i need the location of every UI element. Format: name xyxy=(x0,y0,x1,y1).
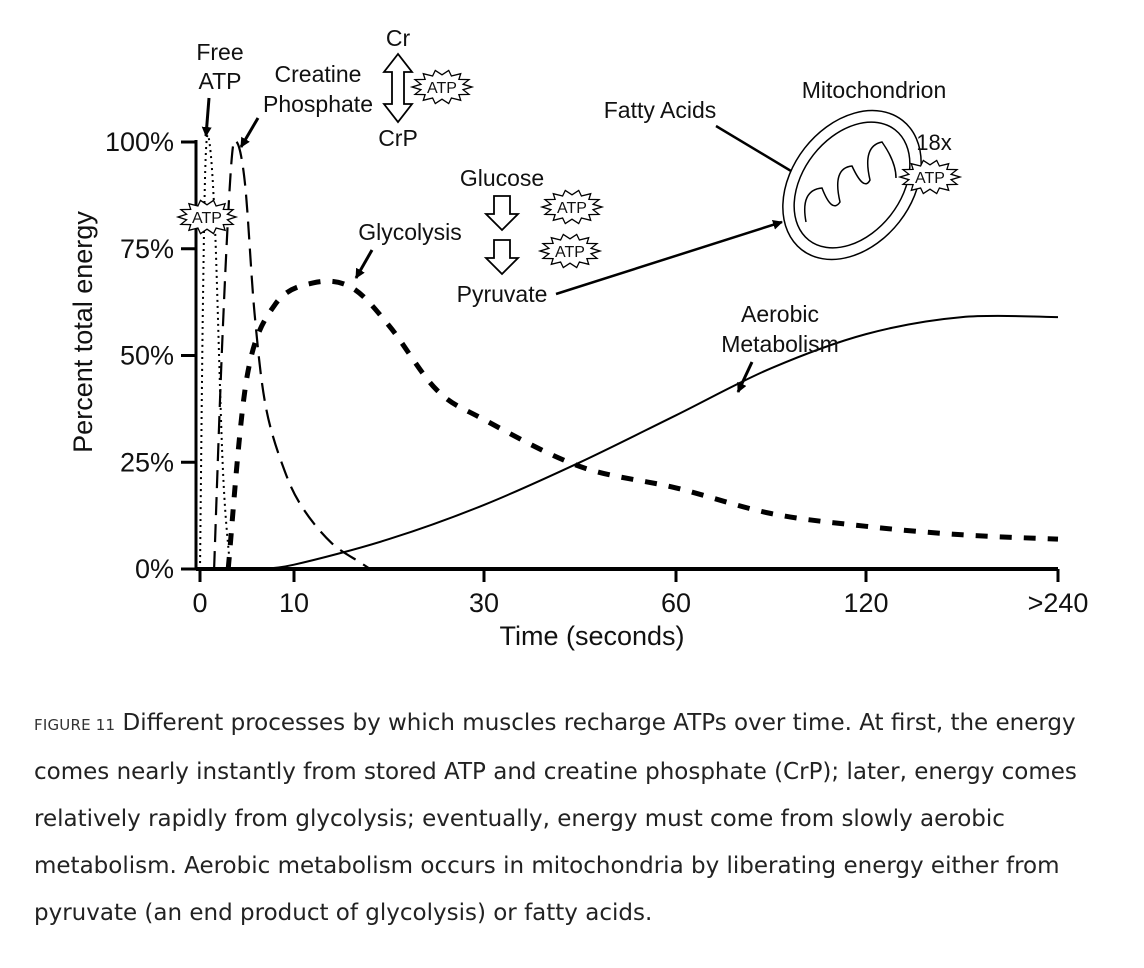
caption-text: Different processes by which muscles rec… xyxy=(34,710,1077,926)
label-aerobic-metabolism: Aerobic Metabolism xyxy=(721,301,839,357)
atp-badge-label: ATP xyxy=(427,80,457,97)
label-glycolysis: Glycolysis xyxy=(358,219,462,245)
arrow-glycolysis xyxy=(354,249,374,279)
x-tick-label: 60 xyxy=(661,588,691,618)
figure-label: FIGURE 11 xyxy=(34,716,116,734)
atp-badge: ATP xyxy=(537,233,603,269)
y-axis-label: Percent total energy xyxy=(68,211,98,453)
atp-badge-label: ATP xyxy=(915,170,945,187)
atp-badge: ATP xyxy=(539,189,605,225)
down-arrow-pyruvate xyxy=(483,239,521,276)
starburst-icon xyxy=(539,189,605,225)
label-free-atp: Free ATP xyxy=(196,39,243,94)
energy-systems-chart: 0% 25% 50% 75% 100% 0 10 30 60 120 >240 Percent t… xyxy=(68,25,1089,651)
series-aerobic-metabolism-line xyxy=(256,314,1059,570)
y-tick-label: 25% xyxy=(120,447,174,477)
label-fatty-acids: Fatty Acids xyxy=(604,97,716,123)
arrow-aerobic-metabolism xyxy=(736,361,754,393)
y-tick-label: 50% xyxy=(120,341,174,371)
y-tick-label: 100% xyxy=(105,127,174,157)
down-arrow-glucose xyxy=(483,195,521,232)
atp-badge: ATP xyxy=(175,199,239,235)
atp-badge-label: ATP xyxy=(192,210,222,227)
series-glycolysis-line xyxy=(225,278,1059,570)
starburst-icon xyxy=(409,69,475,105)
figure-caption: FIGURE 11 Different processes by which m… xyxy=(34,700,1114,937)
x-tick-label: 120 xyxy=(843,588,888,618)
label-glucose: Glucose xyxy=(460,165,544,191)
mitochondrion-icon xyxy=(782,109,922,261)
x-tick-label: 30 xyxy=(469,588,499,618)
atp-badge: ATP xyxy=(897,159,963,195)
arrow-pyruvate-to-mitochondrion xyxy=(555,219,783,296)
starburst-icon xyxy=(897,159,963,195)
starburst-icon xyxy=(537,233,603,269)
series-creatine-phosphate-line xyxy=(213,139,371,570)
y-tick-label: 75% xyxy=(120,234,174,264)
double-arrow-cr-crp xyxy=(382,52,414,124)
atp-badge-label: ATP xyxy=(557,200,587,217)
atp-badge-label: ATP xyxy=(555,244,585,261)
label-pyruvate: Pyruvate xyxy=(457,281,548,307)
arrow-creatine-phosphate xyxy=(239,117,260,148)
label-creatine-phosphate: Creatine Phosphate xyxy=(263,61,373,117)
x-tick-label: >240 xyxy=(1028,588,1089,618)
label-18x: 18x xyxy=(916,130,951,155)
label-cr: Cr xyxy=(386,25,411,51)
label-mitochondrion: Mitochondrion xyxy=(802,77,946,103)
arrow-free-atp xyxy=(201,97,212,137)
x-axis-label: Time (seconds) xyxy=(499,621,684,651)
atp-badge: ATP xyxy=(409,69,475,105)
x-tick-label: 0 xyxy=(192,588,207,618)
series-free-atp-line xyxy=(199,133,232,570)
label-crp: CrP xyxy=(378,125,418,151)
x-tick-label: 10 xyxy=(279,588,309,618)
starburst-icon xyxy=(175,199,239,235)
y-tick-label: 0% xyxy=(135,554,174,584)
